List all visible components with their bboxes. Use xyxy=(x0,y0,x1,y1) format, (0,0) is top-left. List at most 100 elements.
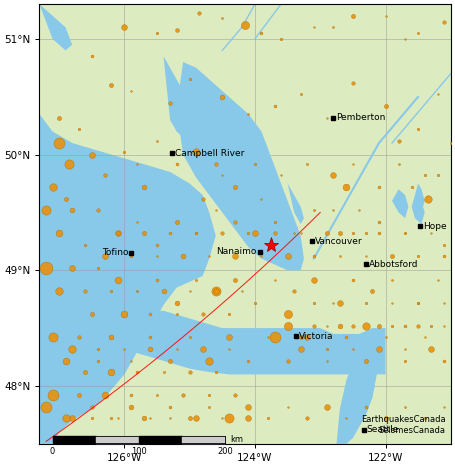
Text: 100: 100 xyxy=(131,447,147,456)
Point xyxy=(212,160,219,168)
Point xyxy=(401,357,409,364)
Polygon shape xyxy=(258,149,274,195)
Point xyxy=(389,253,396,260)
Point xyxy=(323,345,330,353)
Point xyxy=(415,299,422,306)
Point xyxy=(88,311,96,318)
Point xyxy=(310,299,317,306)
Point xyxy=(415,299,422,306)
Point xyxy=(375,183,383,191)
Point xyxy=(421,172,428,179)
Point xyxy=(81,241,89,248)
Point xyxy=(310,322,317,330)
Polygon shape xyxy=(40,311,385,375)
Point xyxy=(88,151,96,158)
Point xyxy=(212,206,219,214)
Polygon shape xyxy=(412,195,425,224)
Point xyxy=(330,172,337,179)
Point xyxy=(206,391,213,399)
Point xyxy=(225,415,233,422)
Point xyxy=(349,229,357,237)
Point xyxy=(408,183,415,191)
Point xyxy=(401,322,409,330)
Point xyxy=(323,322,330,330)
Point xyxy=(330,23,337,31)
Point xyxy=(232,253,239,260)
Point xyxy=(251,229,258,237)
Point xyxy=(401,403,409,410)
Point xyxy=(219,14,226,22)
Polygon shape xyxy=(415,184,425,212)
Point xyxy=(134,218,141,226)
Point xyxy=(65,160,72,168)
Point xyxy=(147,311,154,318)
Point xyxy=(88,52,96,60)
Point xyxy=(186,76,193,83)
Point xyxy=(68,345,76,353)
Point xyxy=(284,253,291,260)
Point xyxy=(75,333,82,341)
Point xyxy=(421,333,428,341)
Point xyxy=(153,29,161,37)
Point xyxy=(271,102,278,110)
Point xyxy=(395,160,402,168)
Point xyxy=(108,287,115,295)
Point xyxy=(121,311,128,318)
Point xyxy=(415,125,422,133)
Point xyxy=(186,287,193,295)
Point xyxy=(362,253,369,260)
Point xyxy=(62,415,69,422)
Point xyxy=(68,206,76,214)
Point xyxy=(121,23,128,31)
Text: Tofino: Tofino xyxy=(102,248,128,257)
Point xyxy=(323,357,330,364)
Point xyxy=(167,415,174,422)
Point xyxy=(68,415,76,422)
Point xyxy=(192,149,200,156)
Point xyxy=(225,333,233,341)
Point xyxy=(108,333,115,341)
Point xyxy=(310,206,317,214)
Point xyxy=(75,125,82,133)
Point xyxy=(173,299,180,306)
Point xyxy=(245,357,252,364)
Point xyxy=(42,264,50,272)
Point xyxy=(343,333,350,341)
Text: Vancouver: Vancouver xyxy=(315,237,363,246)
Text: km: km xyxy=(230,435,243,444)
Point xyxy=(134,287,141,295)
Point xyxy=(336,253,344,260)
Point xyxy=(271,229,278,237)
Point xyxy=(134,287,141,295)
Point xyxy=(114,229,121,237)
Point xyxy=(212,287,219,295)
Point xyxy=(127,391,135,399)
Point xyxy=(369,287,376,295)
Point xyxy=(153,276,161,283)
Point xyxy=(101,253,108,260)
Point xyxy=(310,253,317,260)
Point xyxy=(375,345,383,353)
Point xyxy=(401,229,409,237)
Point xyxy=(81,287,89,295)
Point xyxy=(382,415,389,422)
Point xyxy=(349,345,357,353)
Point xyxy=(382,102,389,110)
Point xyxy=(62,195,69,202)
Point xyxy=(88,415,96,422)
Point xyxy=(336,229,344,237)
Point xyxy=(245,415,252,422)
Text: Pemberton: Pemberton xyxy=(336,113,385,122)
Point xyxy=(160,287,167,295)
Point xyxy=(330,206,337,214)
Point xyxy=(75,391,82,399)
Point xyxy=(440,299,448,306)
Point xyxy=(219,415,226,422)
Point xyxy=(415,253,422,260)
Point xyxy=(349,276,357,283)
Point xyxy=(245,229,252,237)
Point xyxy=(362,403,369,410)
Point xyxy=(440,253,448,260)
Point xyxy=(401,345,409,353)
Point xyxy=(206,253,213,260)
